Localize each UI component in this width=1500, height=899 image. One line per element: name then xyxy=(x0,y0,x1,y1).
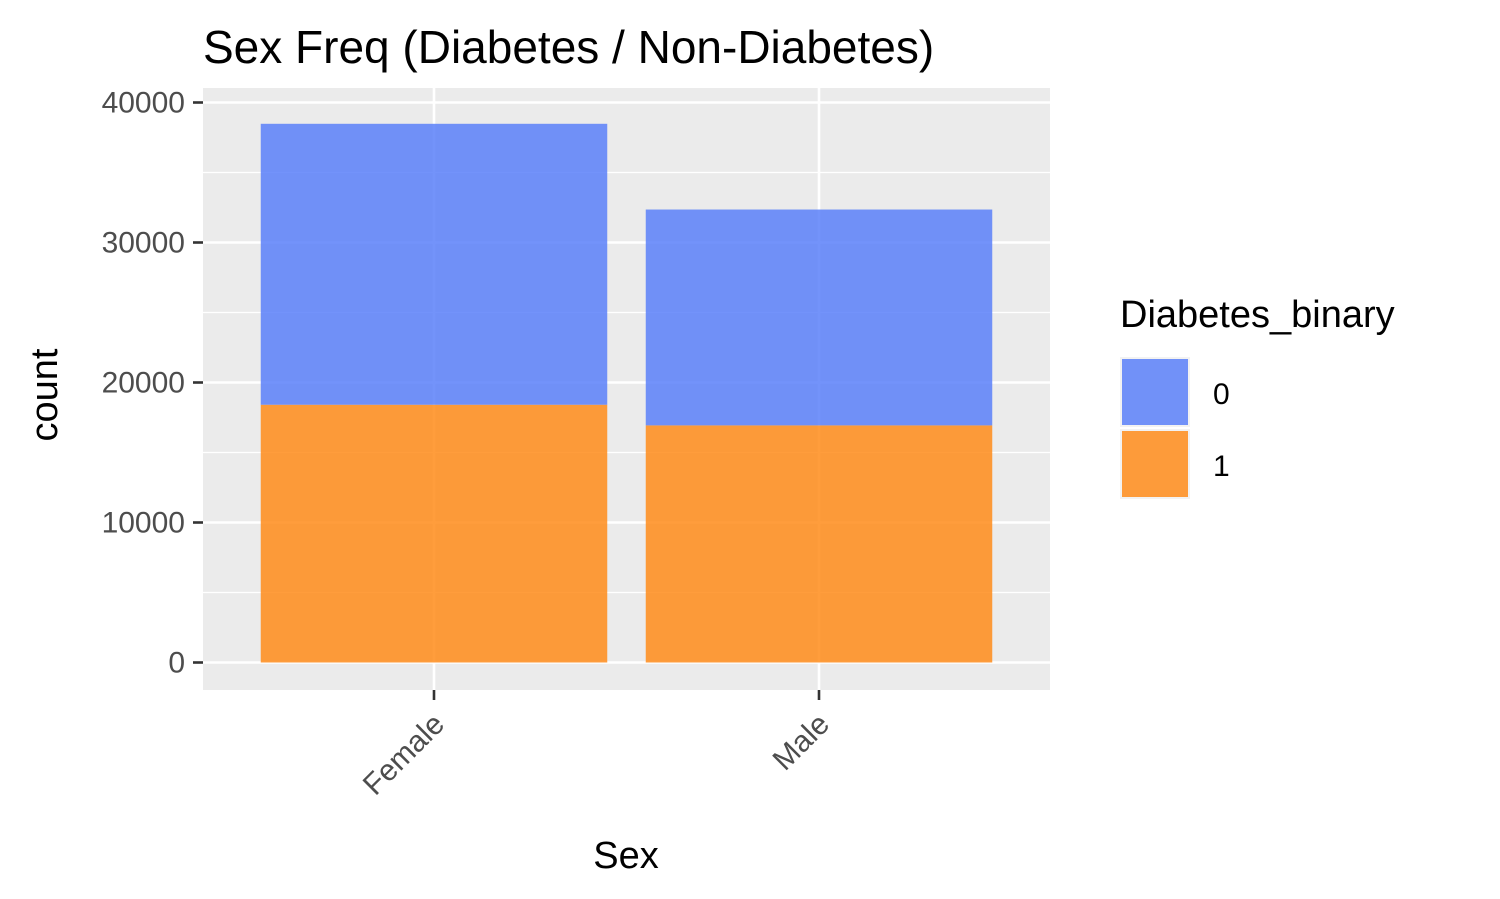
legend-swatch-0 xyxy=(1122,359,1188,425)
legend-label-1: 1 xyxy=(1213,450,1230,483)
chart-title: Sex Freq (Diabetes / Non-Diabetes) xyxy=(203,21,934,73)
legend-swatch-1 xyxy=(1122,431,1188,497)
y-tick-label: 10000 xyxy=(102,507,185,540)
x-axis: Female Male xyxy=(357,690,836,802)
y-tick-label: 0 xyxy=(168,647,185,680)
bars xyxy=(260,123,993,663)
legend-label-0: 0 xyxy=(1213,378,1230,411)
y-axis: 0 10000 20000 30000 40000 xyxy=(102,87,203,680)
legend: Diabetes_binary 0 1 xyxy=(1120,294,1395,499)
bar-female-0 xyxy=(260,123,608,405)
y-tick-label: 30000 xyxy=(102,227,185,260)
bar-female-1 xyxy=(260,404,608,663)
bar-male-1 xyxy=(645,425,993,663)
x-tick-label-female: Female xyxy=(357,708,451,802)
x-tick-label-male: Male xyxy=(767,708,836,777)
y-tick-label: 40000 xyxy=(102,87,185,120)
y-tick-label: 20000 xyxy=(102,367,185,400)
x-axis-title: Sex xyxy=(593,835,658,877)
legend-title: Diabetes_binary xyxy=(1120,294,1395,336)
bar-male-0 xyxy=(645,209,993,426)
y-axis-title: count xyxy=(24,348,66,441)
